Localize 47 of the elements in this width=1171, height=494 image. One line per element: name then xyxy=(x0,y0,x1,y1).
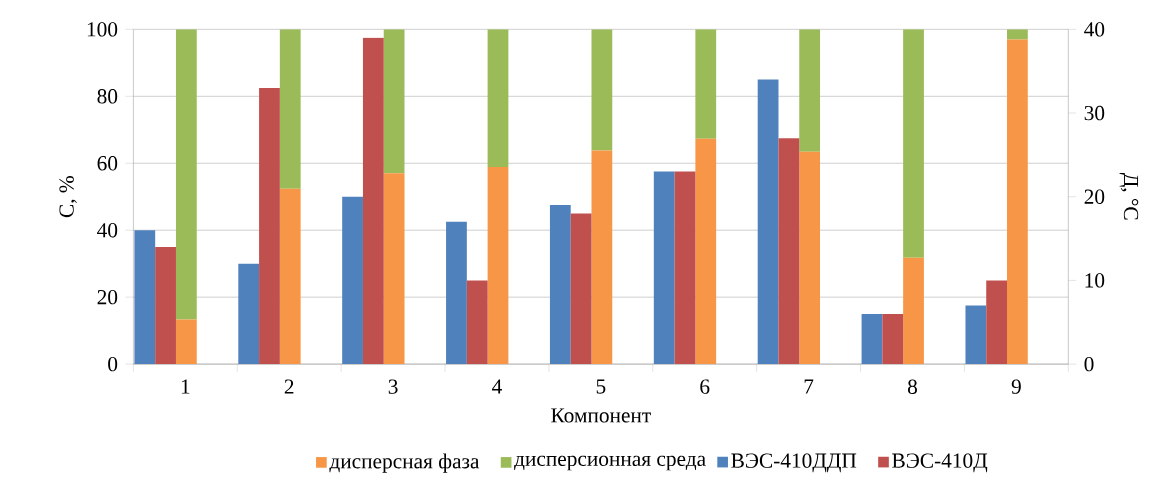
y-tick-label: 100 xyxy=(87,22,118,37)
y2-axis-title: Д, °C xyxy=(1119,172,1139,220)
bar xyxy=(695,29,717,139)
x-tick-label: 7 xyxy=(804,379,814,394)
y-tick-label: 80 xyxy=(97,89,118,104)
x-tick-label: 2 xyxy=(284,379,294,394)
bar xyxy=(757,79,779,365)
x-axis-title: Компонент xyxy=(551,408,651,423)
bar xyxy=(965,305,987,365)
bar xyxy=(1007,39,1028,365)
x-tick-label: 1 xyxy=(181,379,190,394)
bar xyxy=(175,29,197,320)
bar xyxy=(653,171,675,365)
bar xyxy=(238,263,260,365)
bar xyxy=(903,257,924,365)
bar xyxy=(799,29,821,152)
y2-tick-label: 20 xyxy=(1084,189,1105,204)
y-tick-label: 40 xyxy=(97,222,118,238)
legend-label: дисперсионная среда xyxy=(514,455,706,471)
y2-tick-label: 0 xyxy=(1084,356,1094,372)
bar xyxy=(903,29,924,258)
bar xyxy=(134,230,156,365)
bar xyxy=(487,29,509,167)
x-tick-label: 3 xyxy=(388,379,398,394)
y2-tick-label: 10 xyxy=(1085,273,1105,288)
y2-tick-label: 30 xyxy=(1084,105,1105,121)
x-tick-label: 4 xyxy=(492,379,502,394)
y2-tick-label: 40 xyxy=(1084,22,1105,37)
bar xyxy=(446,221,467,365)
bar xyxy=(591,29,613,151)
y-tick-label: 0 xyxy=(108,356,118,372)
legend-label: дисперсная фаза xyxy=(329,453,480,473)
x-tick-label: 9 xyxy=(1011,379,1021,394)
y-axis-title: С, % xyxy=(59,176,77,218)
bar xyxy=(861,313,883,365)
legend-label: ВЭС-410ДДП xyxy=(731,453,857,473)
bar xyxy=(986,280,1008,365)
bar xyxy=(549,205,571,365)
legend-label: ВЭС-410Д xyxy=(892,453,988,473)
bar xyxy=(487,166,509,365)
bar xyxy=(1007,29,1028,40)
y-tick-label: 20 xyxy=(97,289,118,305)
y-tick-label: 60 xyxy=(97,156,118,171)
bar xyxy=(342,196,363,365)
x-tick-label: 5 xyxy=(596,379,606,394)
x-tick-label: 8 xyxy=(907,379,917,394)
x-tick-label: 6 xyxy=(700,379,710,394)
